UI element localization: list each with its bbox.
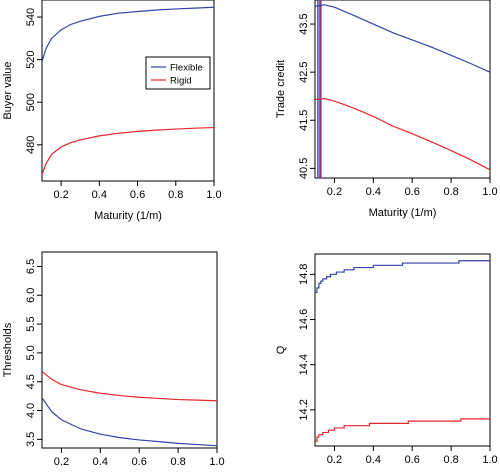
y-tick-label: 5.0 <box>25 345 37 360</box>
legend: Flexible Rigid <box>145 56 211 90</box>
y-tick-label: 500 <box>25 93 37 111</box>
legend-label: Flexible <box>170 63 203 74</box>
x-tick-label: 1.0 <box>482 454 497 466</box>
x-tick-label: 0.4 <box>366 454 381 466</box>
x-tick-label: 1.0 <box>209 456 224 468</box>
y-axis-label: Q <box>275 345 287 354</box>
x-tick-label: 1.0 <box>206 189 221 201</box>
y-tick-label: 6.0 <box>25 288 37 303</box>
y-tick-label: 41.5 <box>298 110 310 131</box>
x-tick-label: 0.2 <box>54 456 69 468</box>
series-line-rigid <box>315 418 490 443</box>
x-tick-label: 0.6 <box>405 454 420 466</box>
y-tick-label: 480 <box>25 136 37 154</box>
x-tick-label: 0.6 <box>405 186 420 198</box>
y-tick-label: 3.5 <box>25 432 37 447</box>
x-tick-label: 1.0 <box>482 186 497 198</box>
x-tick-label: 0.8 <box>168 189 183 201</box>
y-tick-label: 4.0 <box>25 403 37 418</box>
plot-frame <box>314 0 491 179</box>
panel-3: 0.20.40.60.81.03.54.04.55.05.56.06.5Matu… <box>2 251 225 468</box>
x-tick-label: 0.6 <box>132 456 147 468</box>
plot-frame <box>41 0 215 182</box>
x-tick-label: 0.4 <box>93 456 108 468</box>
x-tick-label: 0.8 <box>170 456 185 468</box>
panel-1: 0.2 0.4 0.6 0.8 1.0 480 500 520 540 Maturity (1/m… <box>2 0 222 222</box>
series-line-flexible <box>315 4 490 73</box>
x-tick-label: 0.8 <box>443 186 458 198</box>
y-tick-label: 5.5 <box>25 316 37 331</box>
x-tick-label: 0.4 <box>366 186 381 198</box>
series-line-flexible <box>42 397 217 447</box>
plot-area <box>42 6 214 175</box>
plot-area <box>42 370 217 447</box>
series-line-flexible <box>42 6 214 62</box>
legend-label: Rigid <box>170 76 192 87</box>
y-tick-label: 14.2 <box>298 399 310 420</box>
y-tick-label: 4.5 <box>25 374 37 389</box>
y-tick-label: 40.5 <box>298 158 310 179</box>
x-tick-label: 0.2 <box>53 189 68 201</box>
plot-area <box>315 0 490 178</box>
y-tick-label: 14.6 <box>298 309 310 330</box>
plot-frame <box>41 251 218 449</box>
series-line-rigid <box>42 126 214 175</box>
y-axis-label: Buyer value <box>2 61 14 119</box>
legend-box <box>145 56 211 90</box>
y-tick-label: 540 <box>25 8 37 26</box>
y-axis-label: Thresholds <box>2 322 14 377</box>
x-tick-label: 0.4 <box>92 189 107 201</box>
y-tick-label: 14.8 <box>298 264 310 285</box>
series-line-flexible <box>315 260 490 293</box>
x-axis-label: Maturity (1/m) <box>94 210 162 222</box>
panel-2: 0.2 0.4 0.6 0.8 1.0 40.5 41.5 42.5 43.5 Maturity … <box>275 0 498 219</box>
x-axis-label: Maturity (1/m) <box>369 207 437 219</box>
plot-area <box>315 260 490 443</box>
panel-4: 0.20.40.60.81.014.214.414.614.8Maturity … <box>275 253 498 476</box>
y-tick-label: 520 <box>25 50 37 68</box>
series-line-rigid <box>42 370 217 402</box>
x-tick-label: 0.2 <box>327 454 342 466</box>
y-tick-label: 14.4 <box>298 354 310 375</box>
y-tick-label: 43.5 <box>298 13 310 34</box>
plot-frame <box>314 253 491 447</box>
y-axis-label: Trade credit <box>275 60 287 118</box>
x-tick-label: 0.8 <box>443 454 458 466</box>
y-tick-label: 6.5 <box>25 259 37 274</box>
x-tick-label: 0.2 <box>327 186 342 198</box>
y-tick-label: 42.5 <box>298 61 310 82</box>
series-line-rigid <box>315 98 490 171</box>
x-tick-label: 0.6 <box>130 189 145 201</box>
